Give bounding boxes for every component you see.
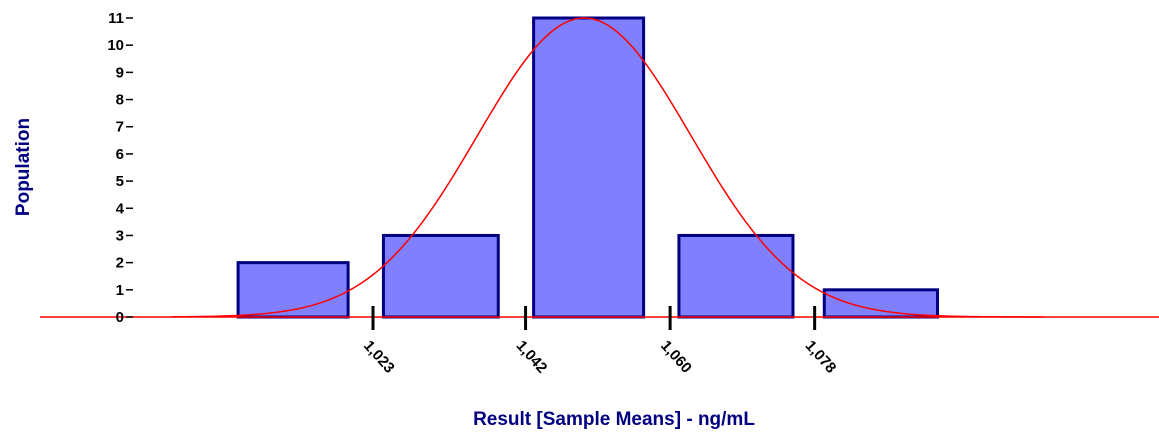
x-axis-title: Result [Sample Means] - ng/mL: [473, 409, 755, 430]
histogram-bar: [677, 233, 795, 319]
normal-curve: [171, 17, 1044, 318]
y-tick-label: 1: [116, 282, 124, 299]
y-tick-label: 7: [116, 119, 124, 136]
y-tick-label: 0: [116, 309, 124, 326]
x-tick-label: 1,078: [802, 337, 840, 376]
y-axis-title: Population: [13, 118, 34, 216]
x-tick-label: 1,060: [657, 337, 695, 376]
histogram-bar: [236, 261, 350, 319]
y-tick-label: 5: [116, 173, 124, 190]
x-tick-label: 1,023: [360, 337, 398, 376]
y-tick-label: 6: [116, 146, 124, 163]
curve-layer: [171, 17, 1044, 318]
x-tick-label: 1,042: [513, 337, 551, 376]
histogram-bar: [381, 233, 500, 319]
y-tick-label: 4: [116, 200, 125, 217]
y-tick-label: 8: [116, 92, 124, 109]
y-tick-label: 11: [108, 10, 124, 27]
y-tick-label: 10: [107, 37, 124, 54]
histogram-bar: [822, 288, 940, 319]
y-tick-label: 2: [116, 255, 124, 272]
y-tick-label: 3: [116, 227, 124, 244]
bars-layer: [236, 16, 940, 319]
y-tick-label: 9: [116, 64, 124, 81]
histogram-bar: [532, 16, 646, 319]
